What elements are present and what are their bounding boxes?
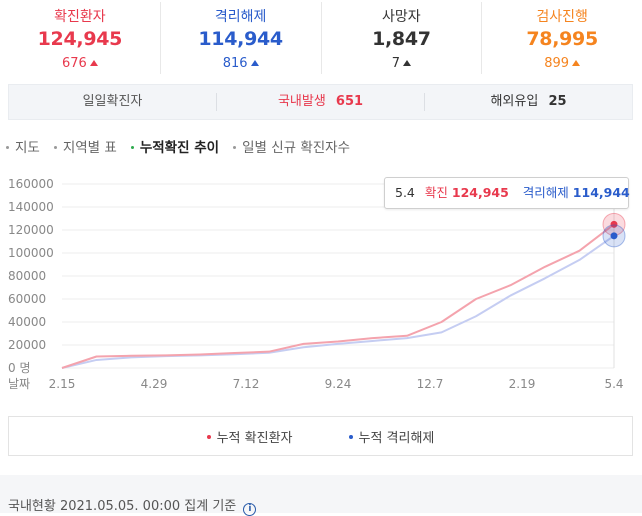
stat-confirmed: 확진환자 124,945 676	[0, 2, 161, 74]
legend-dot-icon	[348, 435, 353, 439]
bullet-icon	[53, 145, 57, 149]
x-tick-label: 5.4	[604, 377, 623, 391]
stat-released: 격리해제 114,944 816	[161, 2, 322, 74]
domestic-label: 국내발생	[277, 94, 326, 109]
daily-overseas: 해외유입 25	[425, 93, 632, 111]
stat-delta: 816	[161, 56, 321, 71]
y-tick-label: 120000	[8, 223, 54, 237]
legend-confirmed[interactable]: 누적 확진환자	[206, 427, 293, 446]
chart-grid	[62, 183, 615, 369]
series-line	[61, 234, 615, 369]
stat-delta: 899	[482, 56, 642, 71]
tab-daily-new[interactable]: 일별 신규 확진자수	[233, 136, 350, 156]
up-arrow-icon	[89, 60, 98, 66]
info-icon[interactable]: i	[243, 503, 257, 516]
legend-dot-icon	[206, 435, 211, 439]
view-tabs: 지도 지역별 표 누적확진 추이 일별 신규 확진자수	[6, 136, 364, 156]
daily-confirmed-box: 일일확진자 국내발생 651 해외유입 25	[8, 84, 633, 120]
stat-label: 사망자	[382, 9, 421, 25]
overseas-label: 해외유입	[490, 94, 539, 109]
legend-released[interactable]: 누적 격리해제	[348, 427, 434, 446]
stat-deaths: 사망자 1,847 7	[322, 2, 483, 74]
chart-legend: 누적 확진환자 누적 격리해제	[8, 416, 633, 456]
tab-map[interactable]: 지도	[6, 136, 40, 156]
stat-delta: 676	[0, 56, 160, 71]
x-tick-label: 2.19	[509, 377, 536, 391]
footer-note: 국내현황 2021.05.05. 00:00 집계 기준 i	[0, 475, 642, 516]
x-tick-label: 12.7	[417, 377, 444, 391]
up-arrow-icon	[572, 60, 581, 66]
daily-domestic: 국내발생 651	[217, 93, 425, 111]
y-tick-label: 20000	[8, 338, 46, 352]
tab-cumulative-trend[interactable]: 누적확진 추이	[130, 136, 219, 156]
stat-label: 검사진행	[536, 9, 588, 25]
series-line	[61, 223, 615, 369]
y-tick-label: 0 명	[8, 361, 31, 375]
stat-delta: 7	[322, 56, 482, 71]
up-arrow-icon	[403, 60, 412, 66]
y-tick-label: 60000	[8, 292, 46, 306]
x-tick-label: 4.29	[141, 377, 168, 391]
y-tick-label: 140000	[8, 200, 54, 214]
y-tick-label: 40000	[8, 315, 46, 329]
x-tick-label: 2.15	[49, 377, 76, 391]
up-arrow-icon	[250, 60, 259, 66]
chart-lines	[61, 223, 615, 369]
x-tick-label: 9.24	[325, 377, 352, 391]
x-axis: 날짜 2.15 4.29 7.12 9.24 12.7 2.19 5.4	[8, 377, 624, 391]
data-point	[610, 220, 618, 228]
stats-summary: 확진환자 124,945 676 격리해제 114,944 816 사망자 1,…	[0, 0, 642, 78]
tooltip-released-value: 114,944	[572, 185, 630, 200]
stat-value: 1,847	[372, 28, 431, 50]
tooltip-confirmed-value: 124,945	[451, 185, 509, 200]
cumulative-chart[interactable]: 160000 140000 120000 100000 80000 60000 40000 2…	[0, 168, 642, 400]
tab-region-table[interactable]: 지역별 표	[53, 136, 117, 156]
stat-value: 124,945	[37, 28, 123, 50]
footer-text: 국내현황 2021.05.05. 00:00 집계 기준	[8, 499, 237, 514]
stat-label: 확진환자	[54, 9, 106, 25]
domestic-value: 651	[335, 94, 364, 109]
stat-value: 78,995	[526, 28, 598, 50]
tooltip-confirmed-label: 확진	[424, 185, 448, 200]
bullet-icon	[6, 145, 9, 149]
bullet-icon	[233, 145, 237, 149]
data-point	[610, 232, 618, 240]
stat-testing: 검사진행 78,995 899	[482, 2, 642, 74]
daily-label: 일일확진자	[9, 93, 217, 111]
x-tick-label: 7.12	[233, 377, 260, 391]
stat-label: 격리해제	[214, 9, 267, 25]
y-tick-label: 160000	[8, 177, 54, 191]
chart-markers	[602, 212, 626, 248]
stat-value: 114,944	[198, 28, 283, 50]
tooltip-date: 5.4	[395, 185, 415, 200]
tooltip-released-label: 격리해제	[522, 185, 569, 200]
x-axis-label: 날짜	[8, 377, 30, 391]
y-tick-label: 100000	[8, 246, 54, 260]
bullet-icon	[130, 145, 134, 149]
chart-tooltip: 5.4 확진 124,945 격리해제 114,944	[384, 177, 630, 209]
overseas-value: 25	[548, 94, 567, 109]
y-axis: 160000 140000 120000 100000 80000 60000 40000 2…	[8, 177, 54, 375]
y-tick-label: 80000	[8, 269, 46, 283]
